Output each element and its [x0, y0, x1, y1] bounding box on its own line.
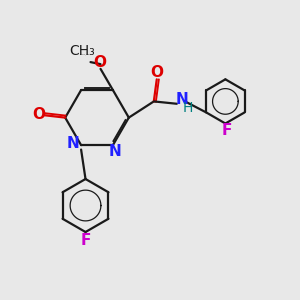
Text: N: N: [109, 144, 121, 159]
Text: O: O: [150, 65, 163, 80]
Text: H: H: [182, 100, 193, 115]
Text: N: N: [67, 136, 80, 151]
Text: F: F: [222, 123, 232, 138]
Text: N: N: [176, 92, 188, 106]
Text: F: F: [80, 233, 91, 248]
Text: O: O: [32, 107, 45, 122]
Text: CH₃: CH₃: [69, 44, 95, 58]
Text: methoxy_label: methoxy_label: [80, 53, 90, 55]
Text: O: O: [93, 55, 106, 70]
